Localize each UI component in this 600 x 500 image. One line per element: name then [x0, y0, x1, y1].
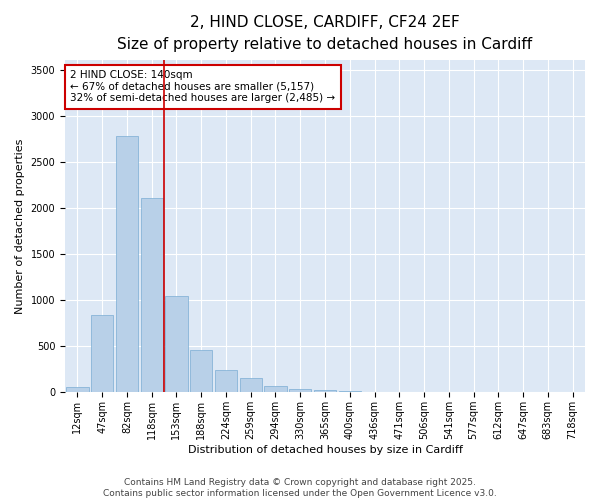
Bar: [289, 388, 311, 392]
Text: Contains HM Land Registry data © Crown copyright and database right 2025.
Contai: Contains HM Land Registry data © Crown c…: [103, 478, 497, 498]
Title: 2, HIND CLOSE, CARDIFF, CF24 2EF
Size of property relative to detached houses in: 2, HIND CLOSE, CARDIFF, CF24 2EF Size of…: [118, 15, 533, 52]
Bar: [338, 391, 361, 392]
Bar: [215, 370, 237, 392]
Bar: [116, 136, 138, 392]
Bar: [166, 296, 188, 392]
Bar: [190, 350, 212, 393]
Bar: [239, 378, 262, 392]
Bar: [66, 387, 89, 392]
X-axis label: Distribution of detached houses by size in Cardiff: Distribution of detached houses by size …: [188, 445, 463, 455]
Text: 2 HIND CLOSE: 140sqm
← 67% of detached houses are smaller (5,157)
32% of semi-de: 2 HIND CLOSE: 140sqm ← 67% of detached h…: [70, 70, 335, 104]
Y-axis label: Number of detached properties: Number of detached properties: [15, 138, 25, 314]
Bar: [314, 390, 336, 392]
Bar: [140, 198, 163, 392]
Bar: [265, 386, 287, 392]
Bar: [91, 315, 113, 392]
